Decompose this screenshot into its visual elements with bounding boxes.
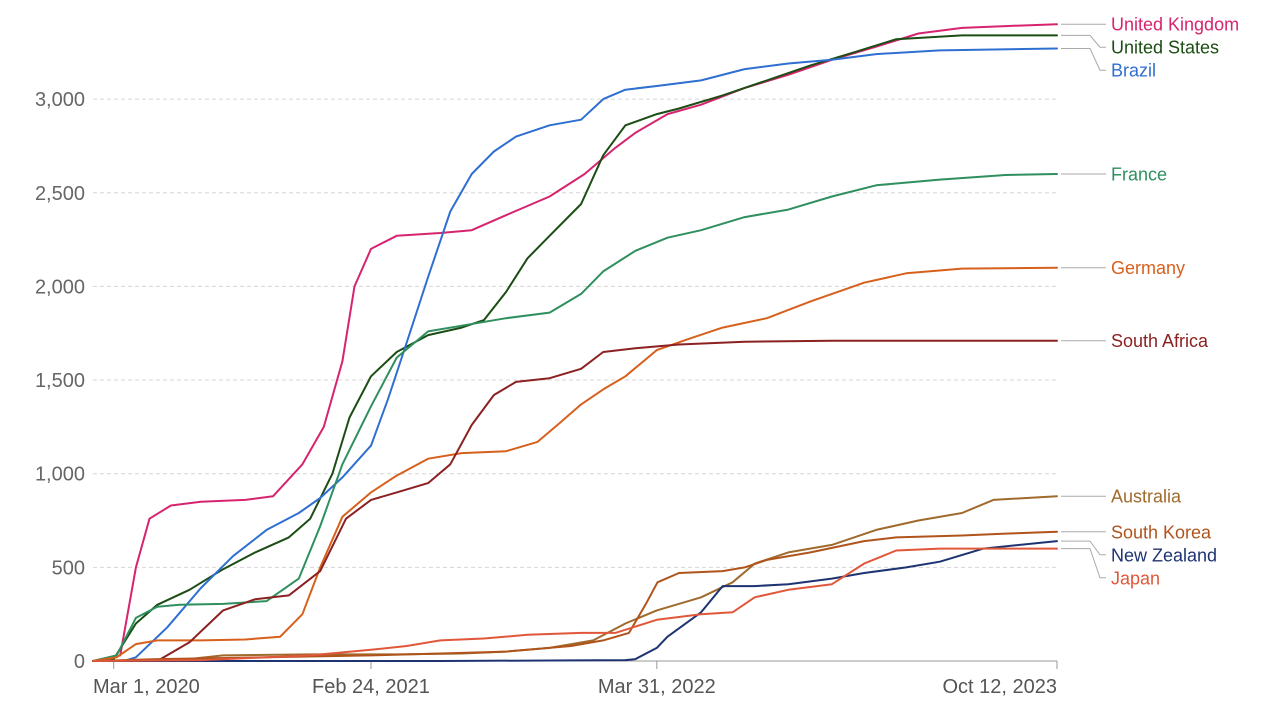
x-tick-label: Feb 24, 2021: [312, 676, 430, 698]
series-line-united-states: [92, 34, 1058, 662]
series-label-japan: Japan: [1111, 568, 1160, 588]
x-tick-label: Mar 31, 2022: [598, 676, 716, 698]
label-connector-japan: [1061, 548, 1106, 579]
x-axis: Mar 1, 2020 Feb 24, 2021 Mar 31, 2022 Oct 1…: [93, 660, 1058, 698]
x-tick-label: Mar 1, 2020: [93, 676, 200, 698]
series-label-south-korea: South Korea: [1111, 522, 1212, 542]
series-line-australia: [92, 495, 1058, 662]
series-label-united-kingdom: United Kingdom: [1111, 15, 1239, 35]
y-tick-label: 500: [52, 557, 85, 579]
label-connector-new-zealand: [1061, 540, 1106, 556]
y-tick-label: 1,000: [35, 464, 85, 486]
series-line-south-africa: [92, 339, 1058, 662]
series-lines: [92, 23, 1058, 662]
series-line-new-zealand: [92, 540, 1058, 662]
y-tick-label: 2,500: [35, 183, 85, 205]
series-line-japan: [92, 547, 1058, 662]
gridlines: [93, 98, 1057, 568]
series-line-south-korea: [92, 530, 1058, 662]
y-tick-label: 2,000: [35, 276, 85, 298]
series-label-south-africa: South Africa: [1111, 331, 1209, 351]
label-connector-united-states: [1061, 34, 1106, 48]
label-connector-brazil: [1061, 48, 1106, 71]
legend-labels: United Kingdom United States Brazil France G…: [1061, 15, 1239, 588]
series-label-australia: Australia: [1111, 487, 1182, 507]
series-label-france: France: [1111, 165, 1167, 185]
series-line-brazil: [92, 47, 1058, 662]
series-label-united-states: United States: [1111, 38, 1219, 58]
y-axis-tick-labels: 0 500 1,000 1,500 2,000 2,500 3,000: [35, 89, 85, 673]
series-label-brazil: Brazil: [1111, 61, 1156, 81]
series-label-new-zealand: New Zealand: [1111, 545, 1217, 565]
y-tick-label: 1,500: [35, 370, 85, 392]
series-label-germany: Germany: [1111, 258, 1185, 278]
y-tick-label: 0: [74, 651, 85, 673]
series-line-france: [92, 173, 1058, 662]
x-tick-label: Oct 12, 2023: [942, 676, 1057, 698]
y-tick-label: 3,000: [35, 89, 85, 111]
series-line-germany: [92, 266, 1058, 662]
